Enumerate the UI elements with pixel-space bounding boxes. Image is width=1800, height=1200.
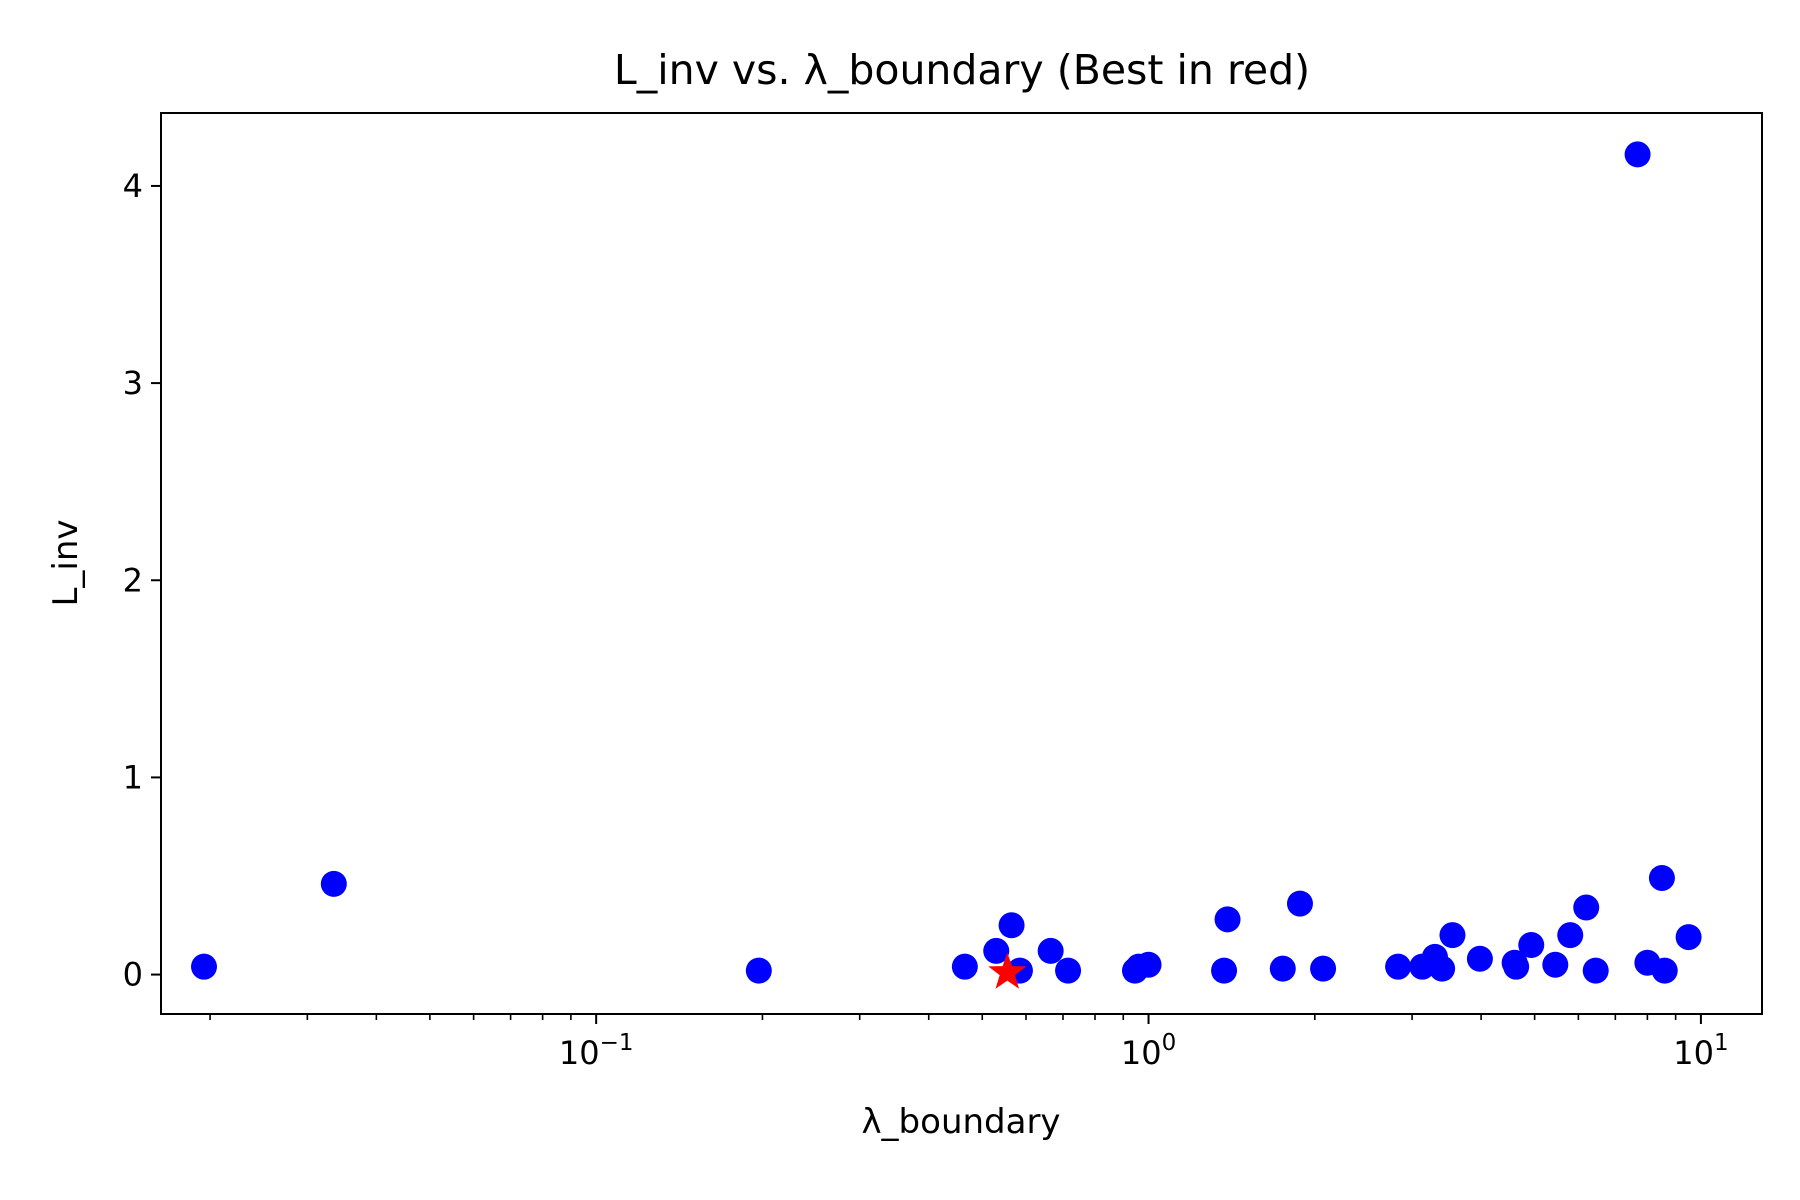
data-point (1624, 141, 1651, 168)
data-point (1582, 957, 1609, 984)
plot-frame (160, 112, 1763, 1015)
data-point (1518, 931, 1545, 958)
y-tick-label: 0 (123, 956, 143, 994)
best-point-star (988, 952, 1027, 989)
chart-title: L_inv vs. λ_boundary (Best in red) (614, 46, 1310, 94)
x-tick-label: 100 (1121, 1030, 1176, 1072)
data-point (1055, 957, 1082, 984)
data-point (1037, 937, 1064, 964)
data-point (1286, 890, 1313, 917)
data-point (1439, 922, 1466, 949)
data-point (998, 912, 1025, 939)
y-tick-label: 3 (123, 364, 143, 402)
data-point (1310, 955, 1337, 982)
data-point (1429, 955, 1456, 982)
data-point (191, 953, 218, 980)
data-point (745, 957, 772, 984)
data-point (1542, 951, 1569, 978)
data-point (1651, 957, 1678, 984)
data-point (1675, 924, 1702, 951)
y-axis-label: L_inv (46, 519, 86, 606)
data-point (1214, 906, 1241, 933)
data-point (320, 870, 347, 897)
data-point (1269, 955, 1296, 982)
x-tick-label: 10−1 (559, 1030, 634, 1072)
x-axis-label: λ_boundary (861, 1102, 1060, 1142)
y-tick-label: 4 (123, 167, 143, 205)
y-tick-label: 1 (123, 758, 143, 796)
data-point (1211, 957, 1238, 984)
y-tick-label: 2 (123, 561, 143, 599)
data-points (191, 141, 1702, 989)
data-point (1466, 945, 1493, 972)
data-point (1135, 951, 1162, 978)
data-point (1557, 922, 1584, 949)
x-tick-label: 101 (1673, 1030, 1728, 1072)
data-point (1503, 953, 1530, 980)
data-point (1573, 894, 1600, 921)
data-point (1385, 953, 1412, 980)
data-point (951, 953, 978, 980)
data-point (983, 937, 1010, 964)
data-point (1648, 864, 1675, 891)
